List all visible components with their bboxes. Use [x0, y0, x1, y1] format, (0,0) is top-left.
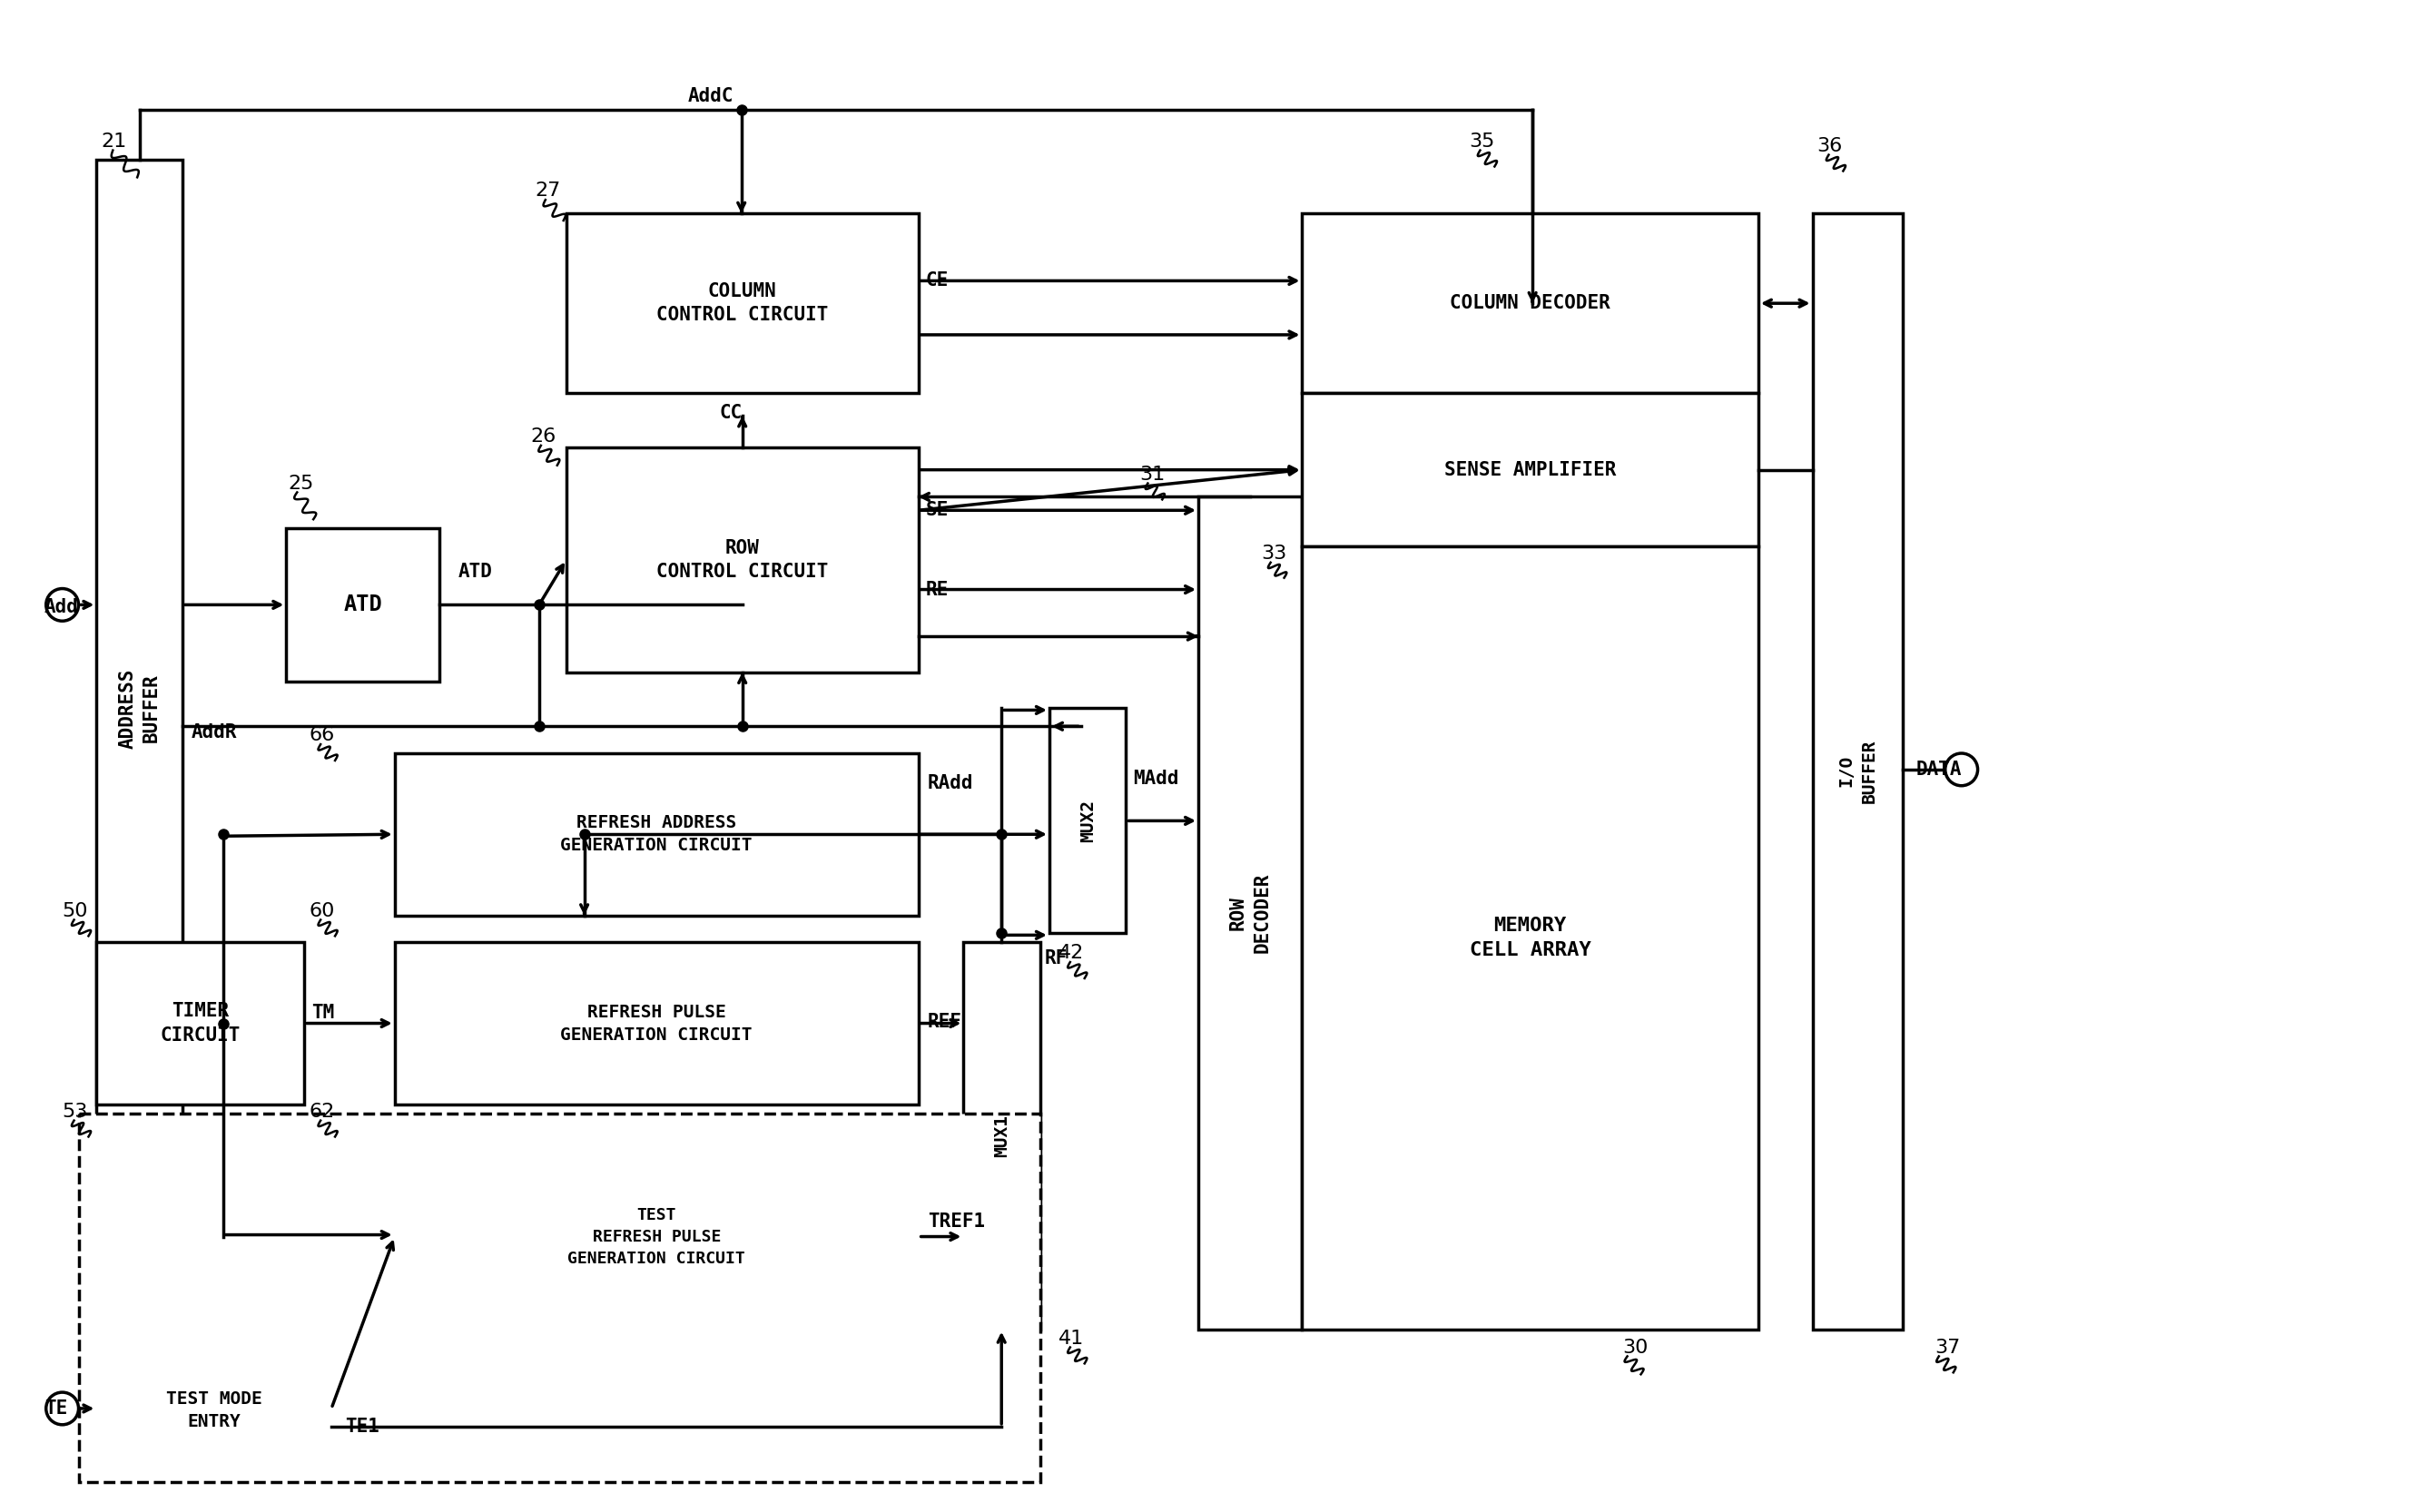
Text: 30: 30 [1623, 1338, 1649, 1356]
Text: 31: 31 [1141, 466, 1165, 484]
Text: COLUMN DECODER: COLUMN DECODER [1451, 295, 1611, 313]
Text: RAdd: RAdd [928, 774, 974, 792]
Bar [1303, 393, 1758, 546]
Text: COLUMN
CONTROL CIRCUIT: COLUMN CONTROL CIRCUIT [656, 283, 828, 325]
Bar [1812, 213, 1904, 1329]
Text: ROW
CONTROL CIRCUIT: ROW CONTROL CIRCUIT [656, 538, 828, 581]
Text: TIMER
CIRCUIT: TIMER CIRCUIT [160, 1002, 240, 1045]
Bar [1303, 213, 1758, 393]
Bar [78, 1113, 1041, 1482]
Text: 37: 37 [1935, 1338, 1959, 1356]
Text: TE: TE [44, 1400, 68, 1418]
Text: CC: CC [719, 404, 744, 422]
Bar [1049, 708, 1126, 933]
Text: 66: 66 [310, 726, 334, 744]
Text: 50: 50 [63, 901, 87, 919]
Text: SE: SE [925, 500, 949, 520]
Text: TEST MODE
ENTRY: TEST MODE ENTRY [167, 1391, 262, 1430]
Text: 35: 35 [1470, 132, 1494, 150]
Bar [97, 159, 182, 1258]
Text: MEMORY
CELL ARRAY: MEMORY CELL ARRAY [1470, 916, 1591, 959]
Text: MUX2: MUX2 [1080, 800, 1097, 842]
Bar [567, 448, 918, 673]
Text: CE: CE [925, 272, 949, 290]
Text: Add: Add [44, 599, 78, 617]
Bar [395, 753, 918, 915]
Text: MUX1: MUX1 [993, 1114, 1010, 1157]
Bar [97, 1356, 332, 1464]
Text: 26: 26 [530, 428, 555, 446]
Text: 53: 53 [63, 1102, 87, 1120]
Text: SENSE AMPLIFIER: SENSE AMPLIFIER [1444, 461, 1615, 479]
Text: REF: REF [928, 1013, 962, 1031]
Text: 27: 27 [535, 181, 559, 200]
Text: REFRESH ADDRESS
GENERATION CIRCUIT: REFRESH ADDRESS GENERATION CIRCUIT [559, 815, 753, 854]
Text: TEST
REFRESH PULSE
GENERATION CIRCUIT: TEST REFRESH PULSE GENERATION CIRCUIT [567, 1208, 746, 1267]
Text: ROW
DECODER: ROW DECODER [1230, 872, 1272, 953]
Text: ADDRESS
BUFFER: ADDRESS BUFFER [119, 668, 160, 748]
Text: MAdd: MAdd [1133, 770, 1180, 788]
Text: 25: 25 [288, 475, 315, 493]
Text: 62: 62 [310, 1102, 334, 1120]
Text: I/O
BUFFER: I/O BUFFER [1838, 739, 1877, 803]
Text: 33: 33 [1262, 544, 1286, 562]
Text: 36: 36 [1816, 136, 1843, 154]
Circle shape [1945, 753, 1979, 786]
Text: TM: TM [312, 1004, 334, 1022]
Bar [964, 942, 1041, 1329]
Text: 21: 21 [102, 132, 126, 150]
Circle shape [46, 1393, 78, 1424]
Text: AddC: AddC [688, 88, 734, 106]
Text: RE: RE [925, 581, 949, 599]
Text: 42: 42 [1058, 943, 1085, 962]
Bar [1199, 497, 1303, 1329]
Bar [567, 213, 918, 393]
Text: DATA: DATA [1916, 761, 1962, 779]
Bar [395, 942, 918, 1104]
Text: RF: RF [1044, 950, 1068, 968]
Text: REFRESH PULSE
GENERATION CIRCUIT: REFRESH PULSE GENERATION CIRCUIT [559, 1004, 753, 1043]
Text: TREF1: TREF1 [928, 1213, 986, 1231]
Text: TE1: TE1 [344, 1417, 380, 1435]
Bar [1303, 546, 1758, 1329]
Text: 60: 60 [310, 901, 334, 919]
Bar [97, 942, 305, 1104]
Text: AddR: AddR [191, 724, 237, 742]
Text: ATD: ATD [344, 594, 383, 615]
Text: ATD: ATD [458, 562, 492, 581]
Circle shape [46, 588, 78, 621]
Bar [395, 1145, 918, 1329]
Text: 41: 41 [1058, 1329, 1085, 1347]
Bar [286, 528, 441, 682]
